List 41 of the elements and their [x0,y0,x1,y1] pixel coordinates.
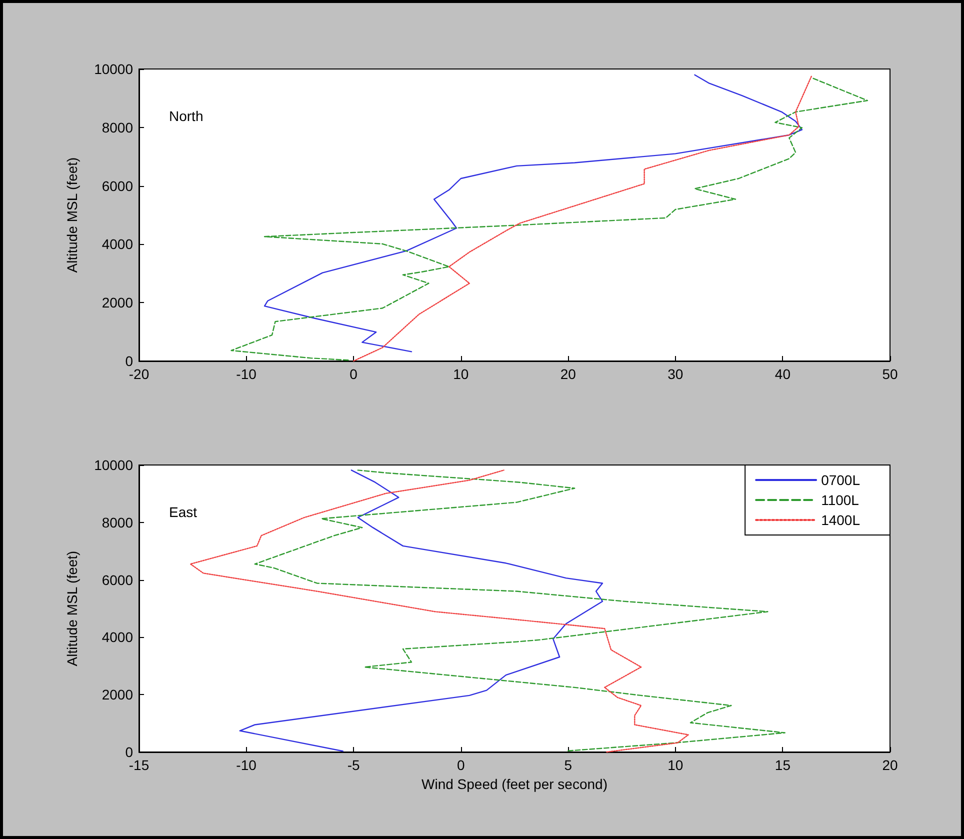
x-tick-label: 5 [564,757,572,773]
line-series [254,470,786,752]
line-series [352,75,812,362]
y-tick-label: 0 [125,744,134,760]
x-tick-label: 20 [560,366,576,382]
y-tick-label: 8000 [102,514,134,530]
x-tick-label: -15 [128,757,150,773]
x-tick-label: -20 [128,366,150,382]
legend-label: 1100L [821,492,860,508]
x-tick-label: -10 [236,757,257,773]
annotation: North [169,108,204,124]
y-tick-label: 8000 [102,119,134,136]
y-tick-label: 2000 [102,294,134,311]
y-tick-label: 6000 [102,178,134,194]
x-tick-label: -5 [347,757,360,773]
y-axis-title: Altitude MSL (feet) [64,157,80,273]
line-series [239,470,604,752]
x-tick-label: 10 [668,757,684,773]
y-tick-label: 10000 [94,457,134,473]
legend-label: 1400L [821,512,860,528]
annotation: East [169,504,198,520]
x-tick-label: 20 [882,757,898,773]
x-tick-label: 50 [882,366,898,382]
x-tick-label: 0 [350,366,358,382]
y-axis-title: Altitude MSL (feet) [64,550,80,666]
x-tick-label: -10 [236,366,257,382]
x-axis-title: Wind Speed (feet per second) [422,776,608,792]
y-tick-label: 4000 [102,629,134,646]
y-tick-label: 4000 [102,236,134,252]
x-tick-label: 10 [453,366,469,382]
x-tick-label: 40 [774,366,791,382]
line-series [264,74,803,352]
x-tick-label: 30 [668,366,684,382]
x-tick-label: 0 [456,757,465,773]
legend-label: 0700L [821,472,860,488]
line-series [230,77,868,361]
y-tick-label: 0 [125,353,134,369]
y-tick-label: 2000 [102,686,134,703]
y-tick-label: 6000 [102,572,134,588]
x-tick-label: 15 [774,757,791,773]
y-tick-label: 10000 [94,61,134,77]
